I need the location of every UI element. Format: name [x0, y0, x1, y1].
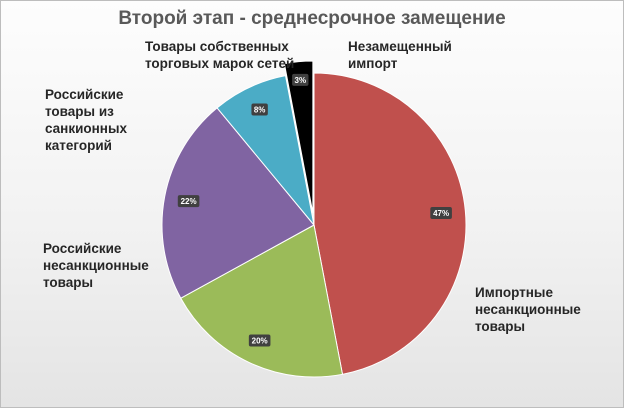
value-label-box [248, 334, 271, 347]
value-label-text: 8% [254, 105, 266, 114]
pie-slice-russian-nonsanctioned [180, 224, 344, 378]
pie-value-label-not-replaced: 3% [292, 73, 309, 86]
slice-label-russian-nonsanctioned: Российские несанкционные товары [43, 241, 149, 290]
value-label-box [292, 73, 309, 86]
value-label-box [430, 206, 452, 219]
pie-slice-russian-sanctioned [161, 107, 315, 299]
slice-label-not-replaced: Незамещенный импорт [348, 39, 452, 71]
pie-value-label-private-label: 8% [251, 103, 268, 116]
value-label-text: 3% [295, 76, 307, 85]
slice-label-russian-sanctioned: Российские товары из санкионных категори… [45, 87, 127, 153]
pie-value-label-russian-sanctioned: 22% [177, 195, 200, 208]
pie-value-label-russian-nonsanctioned: 20% [248, 334, 271, 347]
value-label-text: 22% [181, 197, 197, 206]
value-label-text: 47% [433, 209, 449, 218]
chart-title: Второй этап - среднесрочное замещение [118, 8, 506, 29]
slice-label-private-label: Товары собственных торговых марок сетей [145, 39, 295, 71]
value-label-box [251, 103, 268, 116]
slice-label-imported-nonsanctioned: Импортные несанкционные товары [475, 285, 581, 334]
pie-value-label-imported-nonsanctioned: 47% [430, 206, 452, 219]
value-label-box [177, 195, 200, 208]
pie-slice-private-label [216, 75, 315, 226]
pie-slice-not-replaced [283, 60, 314, 214]
pie-slice-imported-nonsanctioned [313, 72, 467, 375]
value-label-text: 20% [252, 337, 268, 346]
